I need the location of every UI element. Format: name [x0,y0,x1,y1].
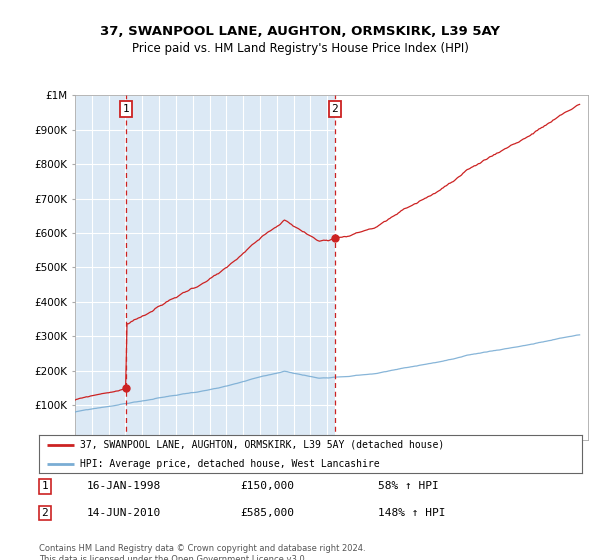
Text: 16-JAN-1998: 16-JAN-1998 [87,481,161,491]
Text: 14-JUN-2010: 14-JUN-2010 [87,508,161,518]
Text: 2: 2 [41,508,49,518]
Text: 1: 1 [123,104,130,114]
Bar [75,95,335,440]
Text: £150,000: £150,000 [240,481,294,491]
Text: 2: 2 [331,104,338,114]
Text: 58% ↑ HPI: 58% ↑ HPI [378,481,439,491]
Text: 148% ↑ HPI: 148% ↑ HPI [378,508,445,518]
Text: £585,000: £585,000 [240,508,294,518]
Text: HPI: Average price, detached house, West Lancashire: HPI: Average price, detached house, West… [80,459,379,469]
Text: 1: 1 [41,481,49,491]
Bar [335,95,588,440]
Text: 37, SWANPOOL LANE, AUGHTON, ORMSKIRK, L39 5AY (detached house): 37, SWANPOOL LANE, AUGHTON, ORMSKIRK, L3… [80,440,444,450]
Text: Contains HM Land Registry data © Crown copyright and database right 2024.
This d: Contains HM Land Registry data © Crown c… [39,544,365,560]
Text: Price paid vs. HM Land Registry's House Price Index (HPI): Price paid vs. HM Land Registry's House … [131,42,469,55]
Text: 37, SWANPOOL LANE, AUGHTON, ORMSKIRK, L39 5AY: 37, SWANPOOL LANE, AUGHTON, ORMSKIRK, L3… [100,25,500,38]
